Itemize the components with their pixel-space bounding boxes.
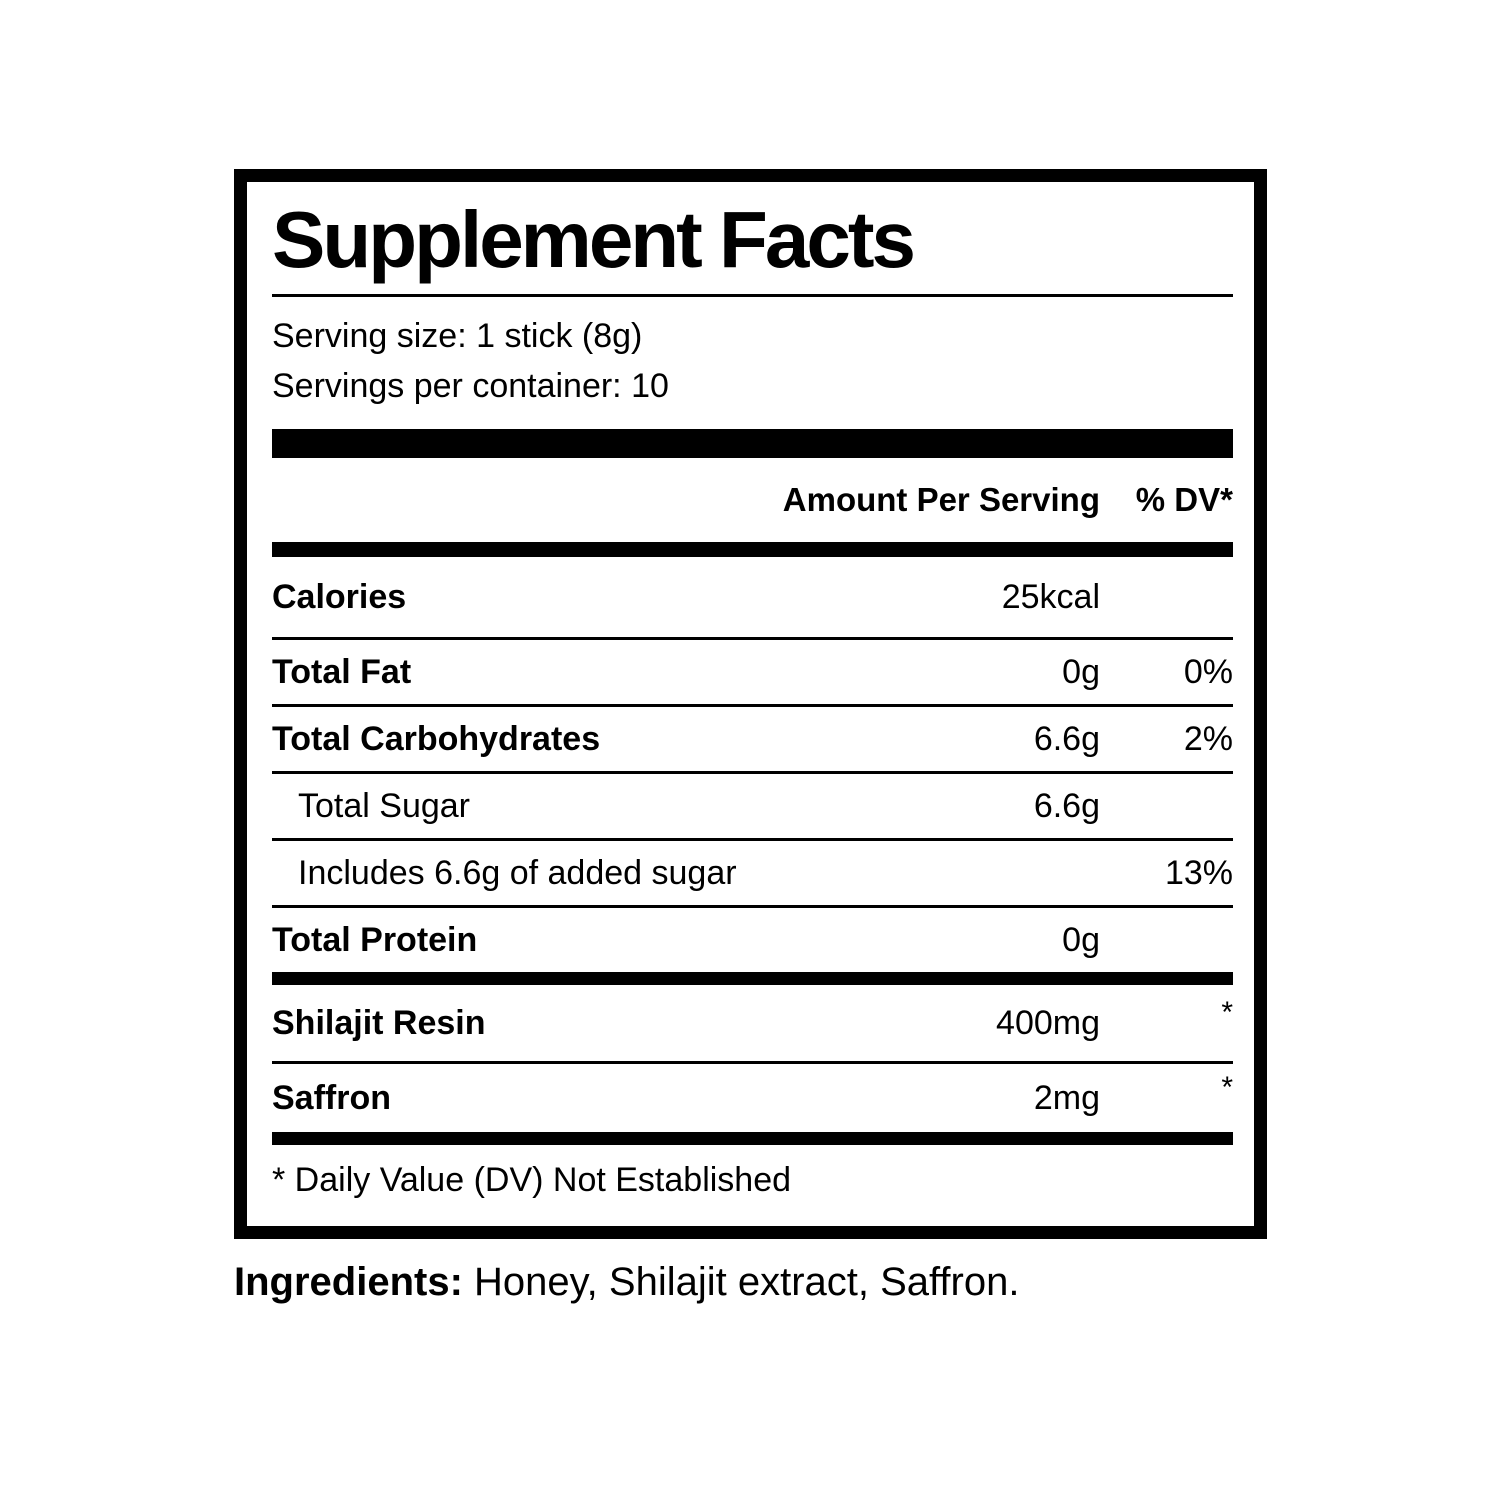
- nutrient-label: Total Sugar: [298, 786, 470, 825]
- panel-title: Supplement Facts: [272, 195, 916, 284]
- servings-per-container-line: Servings per container: 10: [272, 367, 669, 405]
- nutrient-dv: 2%: [1183, 719, 1233, 758]
- nutrient-amount: 25kcal: [1001, 577, 1100, 616]
- nutrient-row-calories: Calories 25kcal: [272, 557, 1233, 637]
- divider-rule: [272, 1061, 1233, 1064]
- dv-footnote: * Daily Value (DV) Not Established: [272, 1161, 792, 1199]
- divider-rule: [272, 771, 1233, 774]
- nutrient-row-total-protein: Total Protein 0g: [272, 908, 1233, 972]
- divider-rule: [272, 704, 1233, 707]
- supplement-dv-asterisk: *: [1221, 995, 1233, 1029]
- ingredients-text: Honey, Shilajit extract, Saffron.: [462, 1260, 1020, 1304]
- panel-content: Supplement Facts Serving size: 1 stick (…: [247, 200, 1254, 1226]
- ingredients-label: Ingredients:: [234, 1260, 463, 1304]
- ingredients-line: Ingredients: Honey, Shilajit extract, Sa…: [234, 1258, 1019, 1306]
- nutrient-label: Calories: [272, 577, 407, 616]
- supplement-facts-panel: Supplement Facts Serving size: 1 stick (…: [234, 169, 1267, 1239]
- divider-rule: [272, 637, 1233, 640]
- divider-bar-header: [272, 542, 1233, 557]
- supplement-label: Saffron: [272, 1078, 391, 1117]
- percent-dv-header: % DV*: [1135, 481, 1233, 518]
- supplement-row-shilajit-resin: Shilajit Resin 400mg *: [272, 985, 1233, 1061]
- serving-size-line: Serving size: 1 stick (8g): [272, 317, 643, 355]
- nutrient-amount: 0g: [1062, 652, 1100, 691]
- divider-rule: [272, 905, 1233, 908]
- nutrient-row-added-sugar: Includes 6.6g of added sugar 13%: [272, 841, 1233, 905]
- title-rule: [272, 294, 1233, 297]
- serving-info: Serving size: 1 stick (8g) Servings per …: [272, 311, 1233, 411]
- nutrient-label: Total Protein: [272, 920, 478, 959]
- nutrient-label: Total Carbohydrates: [272, 719, 601, 758]
- amount-per-serving-header: Amount Per Serving: [782, 481, 1100, 518]
- supplement-amount: 2mg: [1033, 1078, 1100, 1117]
- divider-bar-supplements: [272, 972, 1233, 985]
- nutrient-amount: 0g: [1062, 920, 1100, 959]
- supplement-amount: 400mg: [996, 1003, 1100, 1042]
- nutrient-label: Includes 6.6g of added sugar: [298, 853, 737, 892]
- nutrient-amount: 6.6g: [1033, 786, 1100, 825]
- column-header-row: Amount Per Serving % DV*: [272, 458, 1233, 542]
- nutrient-row-total-carbohydrates: Total Carbohydrates 6.6g 2%: [272, 707, 1233, 771]
- nutrient-label: Total Fat: [272, 652, 412, 691]
- divider-bar-footnote: [272, 1132, 1233, 1145]
- nutrient-amount: 6.6g: [1033, 719, 1100, 758]
- supplement-row-saffron: Saffron 2mg *: [272, 1064, 1233, 1132]
- supplement-label: Shilajit Resin: [272, 1003, 486, 1042]
- supplement-dv-asterisk: *: [1221, 1070, 1233, 1104]
- divider-bar-thick-top: [272, 429, 1233, 458]
- nutrient-row-total-sugar: Total Sugar 6.6g: [272, 774, 1233, 838]
- divider-rule: [272, 838, 1233, 841]
- nutrient-dv: 13%: [1164, 853, 1233, 892]
- nutrient-row-total-fat: Total Fat 0g 0%: [272, 640, 1233, 704]
- nutrient-dv: 0%: [1183, 652, 1233, 691]
